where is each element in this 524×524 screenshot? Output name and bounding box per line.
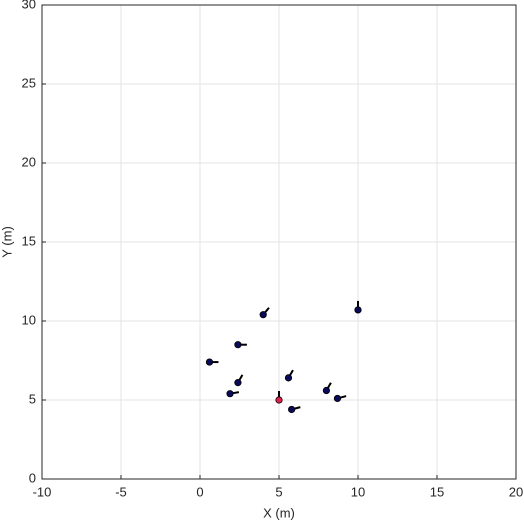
plot-frame bbox=[41, 4, 517, 480]
y-tick-label: 5 bbox=[29, 391, 36, 406]
y-axis-label: Y (m) bbox=[0, 226, 14, 258]
y-tick-label: 20 bbox=[22, 154, 36, 169]
point bbox=[354, 306, 362, 314]
point bbox=[275, 396, 283, 404]
y-tick-label: 25 bbox=[22, 75, 36, 90]
x-tick-label: 0 bbox=[196, 484, 203, 499]
x-tick-label: -10 bbox=[33, 484, 52, 499]
point bbox=[234, 379, 242, 387]
x-tick-label: 5 bbox=[275, 484, 282, 499]
x-tick-label: 10 bbox=[351, 484, 365, 499]
point bbox=[234, 341, 242, 349]
x-tick-label: 15 bbox=[430, 484, 444, 499]
y-tick-label: 15 bbox=[22, 233, 36, 248]
y-tick-label: 30 bbox=[22, 0, 36, 11]
y-tick-label: 0 bbox=[29, 470, 36, 485]
x-tick-label: -5 bbox=[115, 484, 127, 499]
point bbox=[259, 311, 267, 319]
x-axis-label: X (m) bbox=[263, 505, 295, 520]
point bbox=[205, 358, 214, 366]
x-tick-label: 20 bbox=[509, 484, 523, 499]
point bbox=[284, 374, 293, 382]
point bbox=[333, 394, 342, 403]
point bbox=[322, 386, 330, 395]
point bbox=[288, 405, 296, 414]
y-tick-label: 10 bbox=[22, 312, 36, 327]
point bbox=[226, 390, 234, 398]
